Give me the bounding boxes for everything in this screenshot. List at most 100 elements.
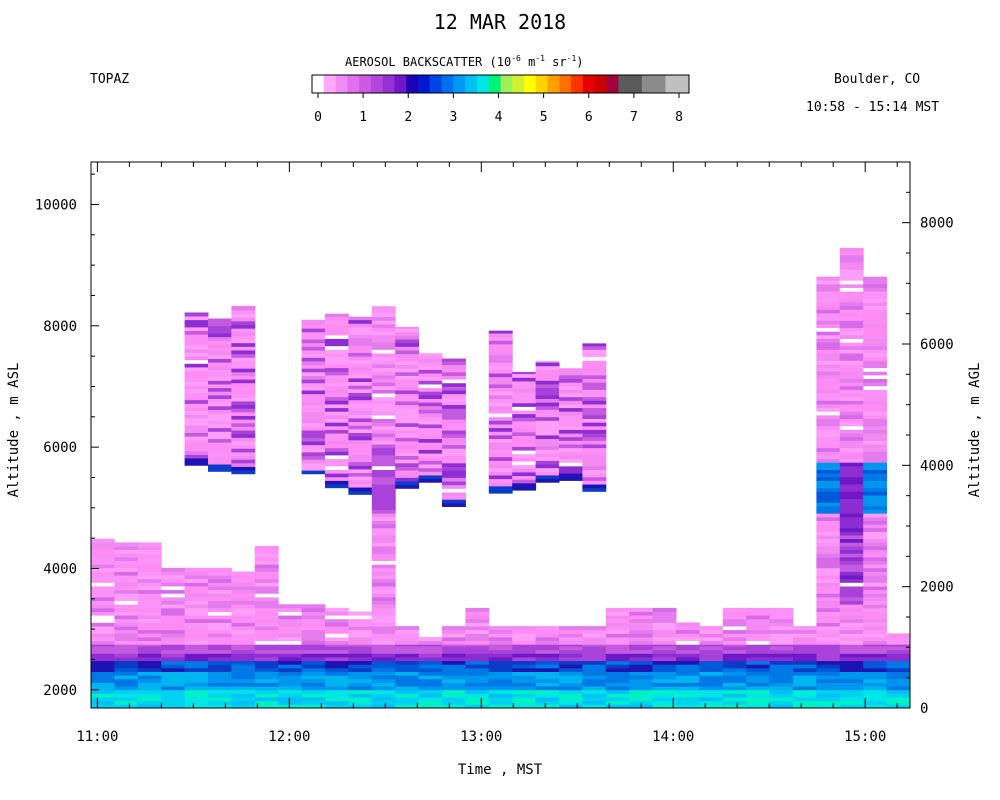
backscatter-cell [839, 516, 864, 521]
backscatter-cell [839, 476, 864, 481]
backscatter-cell [559, 382, 583, 387]
backscatter-cell [278, 653, 303, 658]
backscatter-cell [325, 678, 349, 683]
backscatter-cell [301, 618, 326, 623]
backscatter-cell [676, 682, 700, 687]
backscatter-cell [535, 629, 560, 634]
backscatter-cell [559, 440, 583, 445]
backscatter-cell [254, 660, 279, 665]
backscatter-cell [746, 664, 771, 669]
backscatter-cell [535, 467, 560, 472]
backscatter-cell [231, 593, 256, 598]
backscatter-cell [91, 704, 115, 709]
backscatter-cell [208, 600, 232, 605]
backscatter-cell [839, 393, 864, 398]
backscatter-cell [839, 604, 864, 609]
backscatter-cell [231, 310, 256, 315]
backscatter-cell [301, 653, 326, 658]
backscatter-cell [488, 369, 513, 374]
backscatter-cell [863, 487, 888, 492]
backscatter-cell [371, 509, 396, 514]
backscatter-cell [371, 682, 396, 687]
backscatter-cell [559, 389, 583, 394]
backscatter-cell [816, 465, 841, 470]
backscatter-cell [418, 704, 443, 709]
backscatter-cell [488, 640, 513, 645]
backscatter-cell [395, 704, 420, 709]
backscatter-cell [559, 657, 583, 662]
backscatter-cell [137, 640, 162, 645]
backscatter-cell [769, 700, 794, 705]
backscatter-cell [184, 348, 209, 353]
backscatter-cell [769, 622, 794, 627]
backscatter-cell [371, 513, 396, 518]
backscatter-cell [418, 445, 443, 450]
backscatter-cell [231, 618, 256, 623]
backscatter-cell [254, 626, 279, 631]
colorbar-tick-label: 8 [675, 110, 683, 125]
backscatter-cell [886, 682, 911, 687]
backscatter-cell [559, 414, 583, 420]
colorbar-tick-label: 7 [629, 110, 638, 125]
backscatter-cell [863, 553, 888, 558]
backscatter-cell [816, 589, 841, 594]
backscatter-cell [301, 346, 326, 351]
backscatter-cell [348, 468, 373, 474]
colorbar-tick-label: 5 [539, 110, 548, 125]
backscatter-cell [325, 389, 349, 394]
backscatter-cell [746, 653, 771, 658]
backscatter-cell [208, 373, 232, 378]
backscatter-cell [839, 367, 864, 372]
backscatter-cell [231, 335, 256, 340]
backscatter-cell [371, 646, 396, 651]
backscatter-cell [325, 345, 349, 350]
backscatter-cell [231, 317, 256, 322]
backscatter-cell [863, 411, 888, 416]
backscatter-cell [582, 682, 607, 687]
backscatter-cell [301, 646, 326, 651]
backscatter-cell [325, 374, 349, 379]
backscatter-cell [208, 365, 232, 370]
backscatter-cell [816, 458, 841, 463]
backscatter-cell [208, 384, 232, 389]
backscatter-cell [91, 682, 115, 687]
backscatter-cell [839, 371, 864, 376]
backscatter-cell [512, 421, 537, 426]
backscatter-cell [793, 629, 817, 634]
backscatter-cell [442, 700, 466, 705]
backscatter-cell [816, 323, 841, 329]
backscatter-cell [137, 667, 162, 672]
backscatter-cell [184, 657, 209, 662]
backscatter-cell [161, 611, 186, 616]
backscatter-cell [231, 700, 256, 705]
colorbar-swatch [441, 75, 454, 93]
backscatter-cell [91, 675, 115, 680]
backscatter-cell [254, 675, 279, 680]
backscatter-cell [722, 646, 747, 651]
backscatter-cell [184, 443, 209, 448]
backscatter-cell [863, 546, 888, 551]
backscatter-cell [722, 633, 747, 638]
backscatter-cell [652, 646, 677, 651]
backscatter-cell [839, 254, 864, 259]
backscatter-cell [254, 607, 279, 612]
backscatter-cell [231, 693, 256, 698]
backscatter-cell [325, 480, 349, 485]
backscatter-cell [418, 394, 443, 399]
backscatter-cell [184, 432, 209, 437]
backscatter-cell [254, 686, 279, 691]
backscatter-cell [325, 414, 349, 420]
backscatter-cell [535, 649, 560, 654]
backscatter-cell [395, 350, 420, 355]
backscatter-cell [722, 615, 747, 620]
backscatter-cell [184, 618, 209, 623]
backscatter-cell [325, 382, 349, 387]
backscatter-cell [839, 305, 864, 310]
backscatter-cell [816, 495, 841, 500]
backscatter-cell [254, 575, 279, 580]
y-tick-label-left: 8000 [43, 319, 77, 335]
backscatter-cell [254, 637, 279, 642]
backscatter-cell [699, 682, 724, 687]
backscatter-cell [816, 382, 841, 387]
backscatter-cell [816, 334, 841, 339]
